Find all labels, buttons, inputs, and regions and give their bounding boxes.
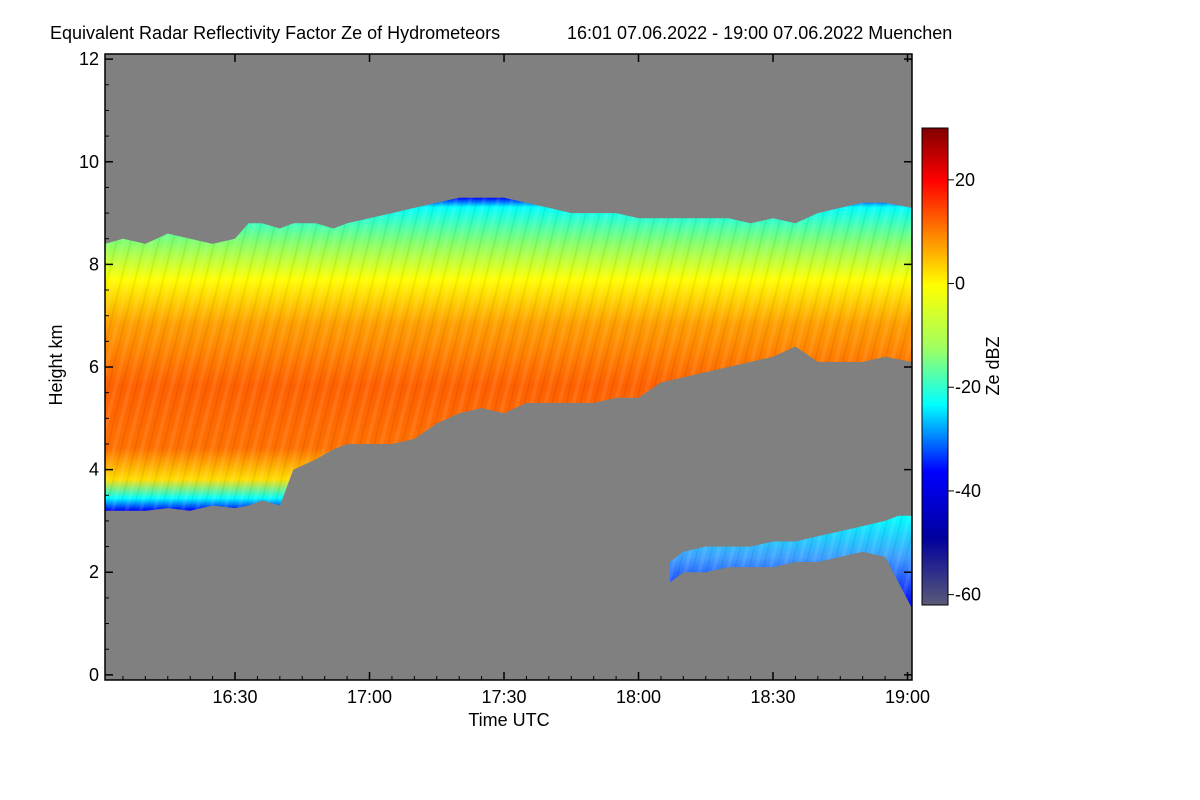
chart-title: Equivalent Radar Reflectivity Factor Ze … [50,23,500,43]
y-tick-label: 10 [79,152,99,172]
echo-layers [105,197,912,609]
colorbar-tick-label: -20 [955,377,981,397]
y-axis-label: Height km [46,324,66,405]
x-tick-label: 19:00 [885,687,930,707]
x-tick-label: 17:30 [481,687,526,707]
y-tick-label: 0 [89,665,99,685]
x-axis-label: Time UTC [468,710,549,730]
y-tick-label: 8 [89,254,99,274]
y-axis: 0 2 4 6 8 10 12 [79,49,912,685]
colorbar-label: Ze dBZ [983,336,1003,395]
chart-subtitle: 16:01 07.06.2022 - 19:00 07.06.2022 Muen… [567,23,952,43]
y-tick-label: 2 [89,562,99,582]
colorbar-tick-label: -40 [955,481,981,501]
y-tick-label: 6 [89,357,99,377]
x-tick-label: 18:00 [616,687,661,707]
colorbar-tick-label: -60 [955,585,981,605]
colorbar-tick-label: 20 [955,170,975,190]
echo-layer-main-texture [105,197,912,511]
colorbar [921,127,949,606]
x-tick-label: 17:00 [347,687,392,707]
x-tick-label: 16:30 [212,687,257,707]
x-axis: 16:30 17:00 17:30 18:00 18:30 19:00 [122,54,930,707]
y-tick-label: 12 [79,49,99,69]
y-tick-label: 4 [89,460,99,480]
x-tick-label: 18:30 [750,687,795,707]
colorbar-tick-label: 0 [955,274,965,294]
colorbar-ticks: -60 -40 -20 0 20 [948,170,981,605]
echo-layer-lower-texture [669,515,912,609]
